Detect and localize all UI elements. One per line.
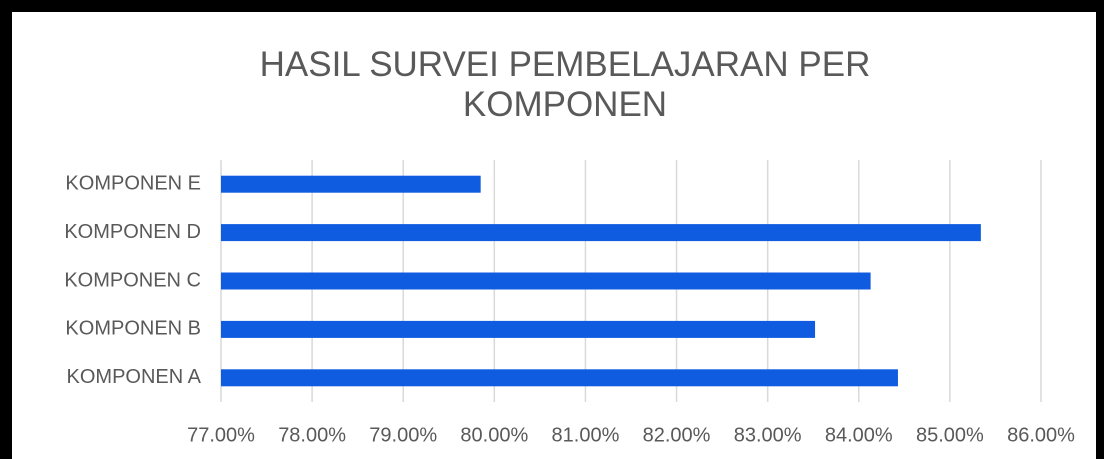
bar	[221, 224, 981, 242]
frame-right	[1096, 0, 1104, 459]
x-tick-label: 84.00%	[825, 424, 893, 446]
y-tick-label: KOMPONEN E	[65, 172, 201, 194]
x-tick-label: 82.00%	[643, 424, 711, 446]
frame-left	[0, 0, 12, 459]
x-tick-label: 81.00%	[552, 424, 620, 446]
chart-title: HASIL SURVEI PEMBELAJARAN PER KOMPONEN	[259, 45, 871, 124]
x-tick-label: 77.00%	[187, 424, 255, 446]
x-tick-label: 79.00%	[369, 424, 437, 446]
bar	[221, 320, 816, 338]
y-tick-label: KOMPONEN C	[64, 269, 201, 291]
bar	[221, 272, 871, 290]
x-tick-label: 86.00%	[1007, 424, 1075, 446]
bar	[221, 175, 481, 193]
frame-top	[0, 0, 1104, 12]
y-tick-label: KOMPONEN D	[64, 221, 201, 243]
x-tick-label: 78.00%	[278, 424, 346, 446]
x-tick-label: 83.00%	[734, 424, 802, 446]
x-tick-label: 80.00%	[460, 424, 528, 446]
y-tick-label: KOMPONEN B	[65, 318, 201, 340]
bar	[221, 369, 898, 387]
x-tick-label: 85.00%	[916, 424, 984, 446]
y-tick-label: KOMPONEN A	[67, 366, 202, 388]
